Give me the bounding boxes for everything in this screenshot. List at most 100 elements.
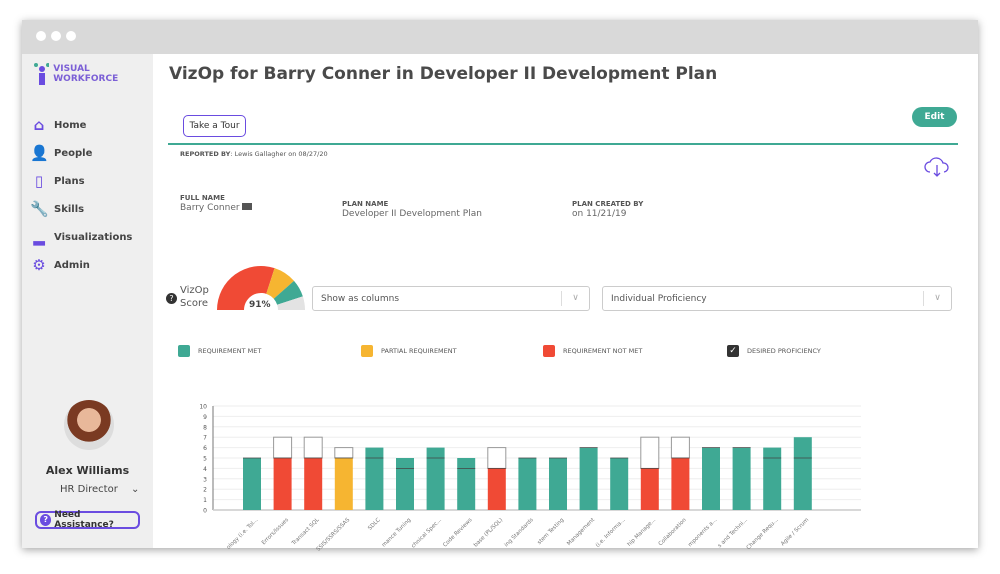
app-window: VISUAL WORKFORCE ⌂ Home 👤 People ▯ Plans 🔧 Skil… (22, 20, 978, 553)
help-icon[interactable]: ? (166, 293, 177, 304)
y-tick-label: 9 (203, 414, 207, 421)
proficiency-bar[interactable] (487, 468, 506, 510)
clipboard-icon: ▯ (34, 172, 44, 190)
x-tick-label: Transact SQL (290, 517, 321, 548)
proficiency-bar[interactable] (763, 447, 782, 510)
y-tick-label: 7 (203, 435, 207, 442)
x-tick-label: Errors/Issues (261, 517, 290, 546)
sidebar-item-home[interactable]: ⌂ Home (30, 116, 87, 134)
user-name: Alex Williams (45, 464, 130, 477)
sidebar-item-admin[interactable]: ⚙ Admin (30, 256, 90, 274)
chevron-down-icon: ∨ (561, 291, 589, 306)
sidebar-item-label: Home (54, 119, 87, 131)
y-tick-label: 6 (203, 445, 207, 452)
x-tick-label: Collaboration (658, 517, 689, 548)
help-label: Need Assistance? (54, 510, 114, 530)
proficiency-bar[interactable] (304, 458, 323, 510)
score-gauge (217, 266, 305, 310)
gauge-segment (266, 268, 295, 299)
desired-gap-bar (640, 436, 660, 469)
cloud-download-icon[interactable] (923, 154, 951, 178)
sidebar-item-people[interactable]: 👤 People (30, 144, 92, 162)
sidebar-item-skills[interactable]: 🔧 Skills (30, 200, 84, 218)
desired-gap-bar (303, 436, 323, 459)
proficiency-bar[interactable] (334, 458, 353, 510)
avatar[interactable] (64, 400, 114, 450)
legend-label: PARTIAL REQUIREMENT (381, 347, 457, 355)
legend-swatch (178, 345, 190, 357)
legend-label: REQUIREMENT MET (198, 347, 262, 355)
proficiency-bar[interactable] (579, 447, 598, 510)
legend-swatch (361, 345, 373, 357)
legend-item: REQUIREMENT NOT MET (543, 345, 642, 357)
proficiency-bar[interactable] (610, 458, 629, 510)
home-icon: ⌂ (33, 116, 45, 134)
sidebar-item-label: Skills (54, 203, 85, 215)
id-card-icon[interactable] (242, 203, 253, 210)
plan-name-label: PLAN NAME (342, 200, 389, 208)
bar-chart-icon: ▂ (33, 228, 45, 246)
x-tick-label: chnical Spec... (411, 517, 444, 550)
proficiency-bar[interactable] (793, 437, 812, 510)
score-label-line1: VizOp (180, 285, 209, 296)
view-select-value: Show as columns (321, 294, 400, 304)
proficiency-bar[interactable] (457, 458, 476, 510)
proficiency-bar[interactable] (549, 458, 567, 510)
score-label-line2: Score (180, 298, 209, 309)
proficiency-chart: 0 1 2 3 4 5 6 7 8 9 10 ology (i.e. Tol... Errors/Iss… (199, 404, 861, 553)
sidebar-item-plans[interactable]: ▯ Plans (30, 172, 85, 190)
reported-by: REPORTED BY: Lewis Gallagher on 08/27/20 (180, 150, 328, 158)
x-tick-label: s and Techni... (717, 517, 749, 549)
edit-button[interactable]: Edit (912, 107, 957, 127)
logo-icon (34, 63, 50, 85)
x-tick-label: mance Tuning (381, 517, 412, 548)
legend-item[interactable]: ✓ DESIRED PROFICIENCY (727, 345, 821, 357)
proficiency-bar[interactable] (365, 447, 384, 510)
plan-name-value: Developer II Development Plan (342, 209, 482, 219)
sidebar-item-label: People (54, 147, 93, 159)
need-assistance-button[interactable]: ? Need Assistance? (35, 510, 140, 530)
proficiency-bar[interactable] (702, 447, 720, 510)
x-tick-label: Code Reviews (442, 517, 473, 548)
sidebar: VISUAL WORKFORCE ⌂ Home 👤 People ▯ Plans 🔧 Skil… (22, 54, 153, 548)
title-bar (22, 20, 978, 54)
x-tick-label: base (PL/SQL) (473, 517, 504, 548)
wrench-icon: 🔧 (30, 200, 49, 218)
legend-item: PARTIAL REQUIREMENT (361, 345, 457, 357)
x-tick-label: hip Manage... (627, 517, 658, 548)
y-tick-label: 4 (203, 466, 207, 473)
proficiency-bar[interactable] (732, 447, 751, 510)
brand-name: VISUAL WORKFORCE (53, 64, 119, 84)
user-role-dropdown[interactable]: HR Director ⌄ (60, 484, 139, 495)
full-name-label: FULL NAME (180, 194, 225, 202)
legend-label: DESIRED PROFICIENCY (747, 347, 821, 355)
logo[interactable]: VISUAL WORKFORCE (34, 62, 153, 86)
proficiency-bar[interactable] (671, 458, 690, 510)
proficiency-bar[interactable] (426, 447, 445, 510)
desired-gap-bar (273, 436, 293, 459)
full-name: Barry Conner (180, 203, 240, 213)
mode-select[interactable]: Individual Proficiency ∨ (602, 286, 952, 311)
proficiency-bar[interactable] (243, 458, 261, 510)
window-minimize-button[interactable] (51, 31, 61, 41)
y-tick-label: 8 (203, 424, 207, 431)
proficiency-bar[interactable] (273, 458, 292, 510)
window-close-button[interactable] (36, 31, 46, 41)
proficiency-bar[interactable] (518, 458, 537, 510)
gauge-segment (217, 266, 275, 310)
window-maximize-button[interactable] (66, 31, 76, 41)
gauge-segment (273, 280, 303, 305)
full-name-value: Barry Conner (180, 203, 253, 213)
chevron-down-icon: ∨ (923, 291, 951, 306)
chevron-down-icon: ⌄ (131, 484, 140, 495)
view-select[interactable]: Show as columns ∨ (312, 286, 590, 311)
plan-created-value: on 11/21/19 (572, 209, 627, 219)
page-title: VizOp for Barry Conner in Developer II D… (169, 64, 718, 84)
proficiency-bar[interactable] (640, 468, 659, 510)
main-content: VizOp for Barry Conner in Developer II D… (153, 54, 978, 553)
take-tour-button[interactable]: Take a Tour (183, 115, 246, 137)
x-tick-label: ology (i.e. Tol... (226, 517, 260, 551)
sidebar-item-label: Plans (54, 175, 85, 187)
proficiency-bar[interactable] (396, 458, 414, 510)
sidebar-item-visualizations[interactable]: ▂ Visualizations (30, 228, 132, 246)
